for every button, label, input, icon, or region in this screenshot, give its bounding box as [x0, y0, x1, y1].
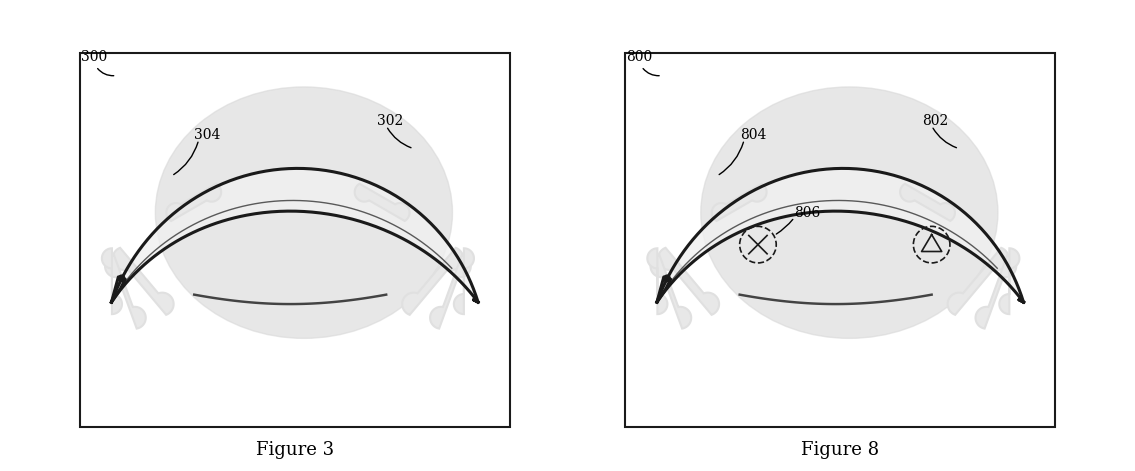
Polygon shape	[658, 248, 720, 315]
Polygon shape	[712, 184, 766, 221]
Text: 300: 300	[81, 50, 107, 64]
Text: 304: 304	[194, 128, 220, 142]
Polygon shape	[430, 255, 471, 329]
Polygon shape	[948, 248, 1009, 315]
Polygon shape	[112, 248, 174, 315]
Text: 302: 302	[377, 114, 403, 128]
Polygon shape	[402, 248, 463, 315]
Ellipse shape	[155, 87, 453, 338]
Polygon shape	[975, 255, 1016, 329]
Polygon shape	[102, 248, 121, 314]
Polygon shape	[106, 255, 145, 329]
Polygon shape	[999, 248, 1019, 314]
Text: Figure 3: Figure 3	[255, 441, 334, 459]
Text: Figure 8: Figure 8	[801, 441, 880, 459]
Polygon shape	[650, 255, 691, 329]
Text: 804: 804	[740, 128, 766, 142]
Circle shape	[664, 275, 670, 282]
Ellipse shape	[700, 87, 998, 338]
Circle shape	[118, 275, 125, 282]
Polygon shape	[111, 169, 478, 302]
Polygon shape	[167, 184, 221, 221]
Polygon shape	[454, 248, 474, 314]
Text: 806: 806	[794, 206, 821, 219]
FancyBboxPatch shape	[625, 53, 1056, 428]
Polygon shape	[354, 184, 410, 221]
FancyBboxPatch shape	[79, 53, 510, 428]
Polygon shape	[900, 184, 955, 221]
Polygon shape	[647, 248, 667, 314]
Text: 800: 800	[627, 50, 653, 64]
Text: 802: 802	[923, 114, 949, 128]
Polygon shape	[657, 169, 1024, 302]
